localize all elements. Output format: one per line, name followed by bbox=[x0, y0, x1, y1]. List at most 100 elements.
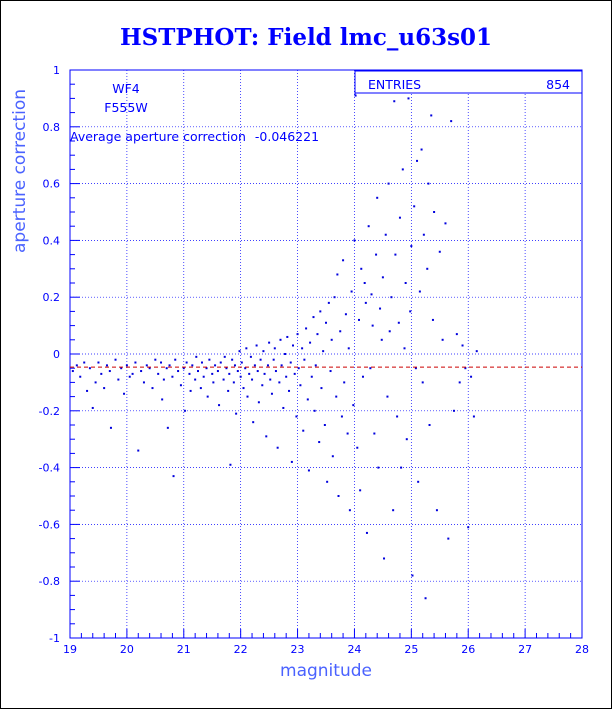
data-point bbox=[347, 347, 350, 350]
data-point bbox=[206, 395, 209, 398]
data-point bbox=[71, 370, 74, 373]
data-point bbox=[165, 367, 168, 370]
data-point bbox=[259, 358, 262, 361]
data-point bbox=[305, 327, 308, 330]
data-point bbox=[251, 378, 254, 381]
data-point bbox=[356, 446, 359, 449]
data-point bbox=[310, 375, 313, 378]
data-point bbox=[289, 361, 292, 364]
data-point bbox=[100, 372, 103, 375]
data-point bbox=[257, 401, 260, 404]
data-point bbox=[185, 361, 188, 364]
data-point bbox=[394, 253, 397, 256]
y-tick-label: 0.2 bbox=[43, 291, 61, 304]
data-point bbox=[86, 389, 89, 392]
data-point bbox=[307, 469, 310, 472]
data-point bbox=[174, 358, 177, 361]
data-point bbox=[211, 372, 214, 375]
data-point bbox=[214, 364, 217, 367]
data-point bbox=[367, 225, 370, 228]
data-point bbox=[269, 378, 272, 381]
data-point bbox=[280, 364, 283, 367]
data-point bbox=[312, 316, 315, 319]
data-point bbox=[279, 338, 282, 341]
data-point bbox=[239, 375, 242, 378]
data-point bbox=[455, 333, 458, 336]
x-tick-label: 27 bbox=[518, 643, 532, 656]
data-point bbox=[331, 455, 334, 458]
data-point bbox=[212, 381, 215, 384]
data-point bbox=[336, 273, 339, 276]
data-point bbox=[223, 355, 226, 358]
data-point bbox=[265, 435, 268, 438]
data-point bbox=[342, 259, 345, 262]
y-tick-label: 0.6 bbox=[43, 178, 61, 191]
data-point bbox=[418, 290, 421, 293]
data-point bbox=[91, 406, 94, 409]
data-point bbox=[397, 321, 400, 324]
data-point bbox=[327, 301, 330, 304]
stats-box: ENTRIES 854 bbox=[354, 70, 583, 96]
data-point bbox=[75, 364, 78, 367]
data-point bbox=[318, 441, 321, 444]
data-point bbox=[475, 350, 478, 353]
data-point bbox=[375, 253, 378, 256]
data-point bbox=[290, 460, 293, 463]
data-point bbox=[232, 381, 235, 384]
data-point bbox=[388, 330, 391, 333]
data-point bbox=[450, 120, 453, 123]
y-tick-label: -0.4 bbox=[39, 462, 60, 475]
data-point bbox=[359, 489, 362, 492]
data-point bbox=[357, 318, 360, 321]
data-point bbox=[208, 358, 211, 361]
data-point bbox=[400, 466, 403, 469]
data-point bbox=[343, 381, 346, 384]
data-point bbox=[427, 182, 430, 185]
data-point bbox=[421, 381, 424, 384]
data-point bbox=[340, 415, 343, 418]
data-point bbox=[380, 338, 383, 341]
data-point bbox=[433, 211, 436, 213]
data-point bbox=[467, 526, 470, 529]
data-point bbox=[453, 409, 455, 412]
data-point bbox=[248, 372, 251, 375]
y-tick-label: -0.8 bbox=[39, 575, 60, 588]
data-point bbox=[392, 509, 395, 512]
average-annotation-label: Average aperture correction bbox=[70, 129, 246, 144]
data-point bbox=[296, 333, 299, 336]
data-point bbox=[216, 370, 219, 373]
y-axis-label: aperture correction bbox=[10, 89, 30, 253]
data-point bbox=[414, 367, 417, 370]
y-tick-label: 0 bbox=[53, 348, 60, 361]
data-point bbox=[470, 375, 473, 378]
data-point bbox=[417, 480, 420, 483]
data-point bbox=[242, 387, 245, 390]
data-point bbox=[329, 370, 332, 373]
data-point bbox=[431, 318, 434, 321]
data-point bbox=[352, 404, 355, 407]
data-point bbox=[148, 367, 151, 370]
data-point bbox=[261, 384, 264, 387]
data-point bbox=[205, 367, 208, 370]
data-point bbox=[123, 392, 126, 395]
data-point bbox=[94, 381, 97, 384]
data-point bbox=[166, 426, 169, 429]
data-point bbox=[252, 421, 255, 424]
data-point bbox=[114, 358, 117, 361]
data-point bbox=[353, 239, 356, 242]
data-point bbox=[161, 398, 164, 401]
data-point bbox=[316, 333, 319, 336]
data-point bbox=[222, 378, 225, 381]
data-point bbox=[131, 372, 134, 375]
data-point bbox=[322, 350, 325, 353]
data-point bbox=[365, 531, 368, 534]
x-tick-label: 21 bbox=[177, 643, 191, 656]
data-point bbox=[438, 250, 441, 253]
data-point bbox=[371, 324, 374, 327]
data-point bbox=[379, 307, 382, 310]
data-point bbox=[293, 372, 296, 375]
data-point bbox=[105, 364, 108, 367]
data-point bbox=[191, 364, 194, 367]
data-point bbox=[420, 148, 423, 151]
